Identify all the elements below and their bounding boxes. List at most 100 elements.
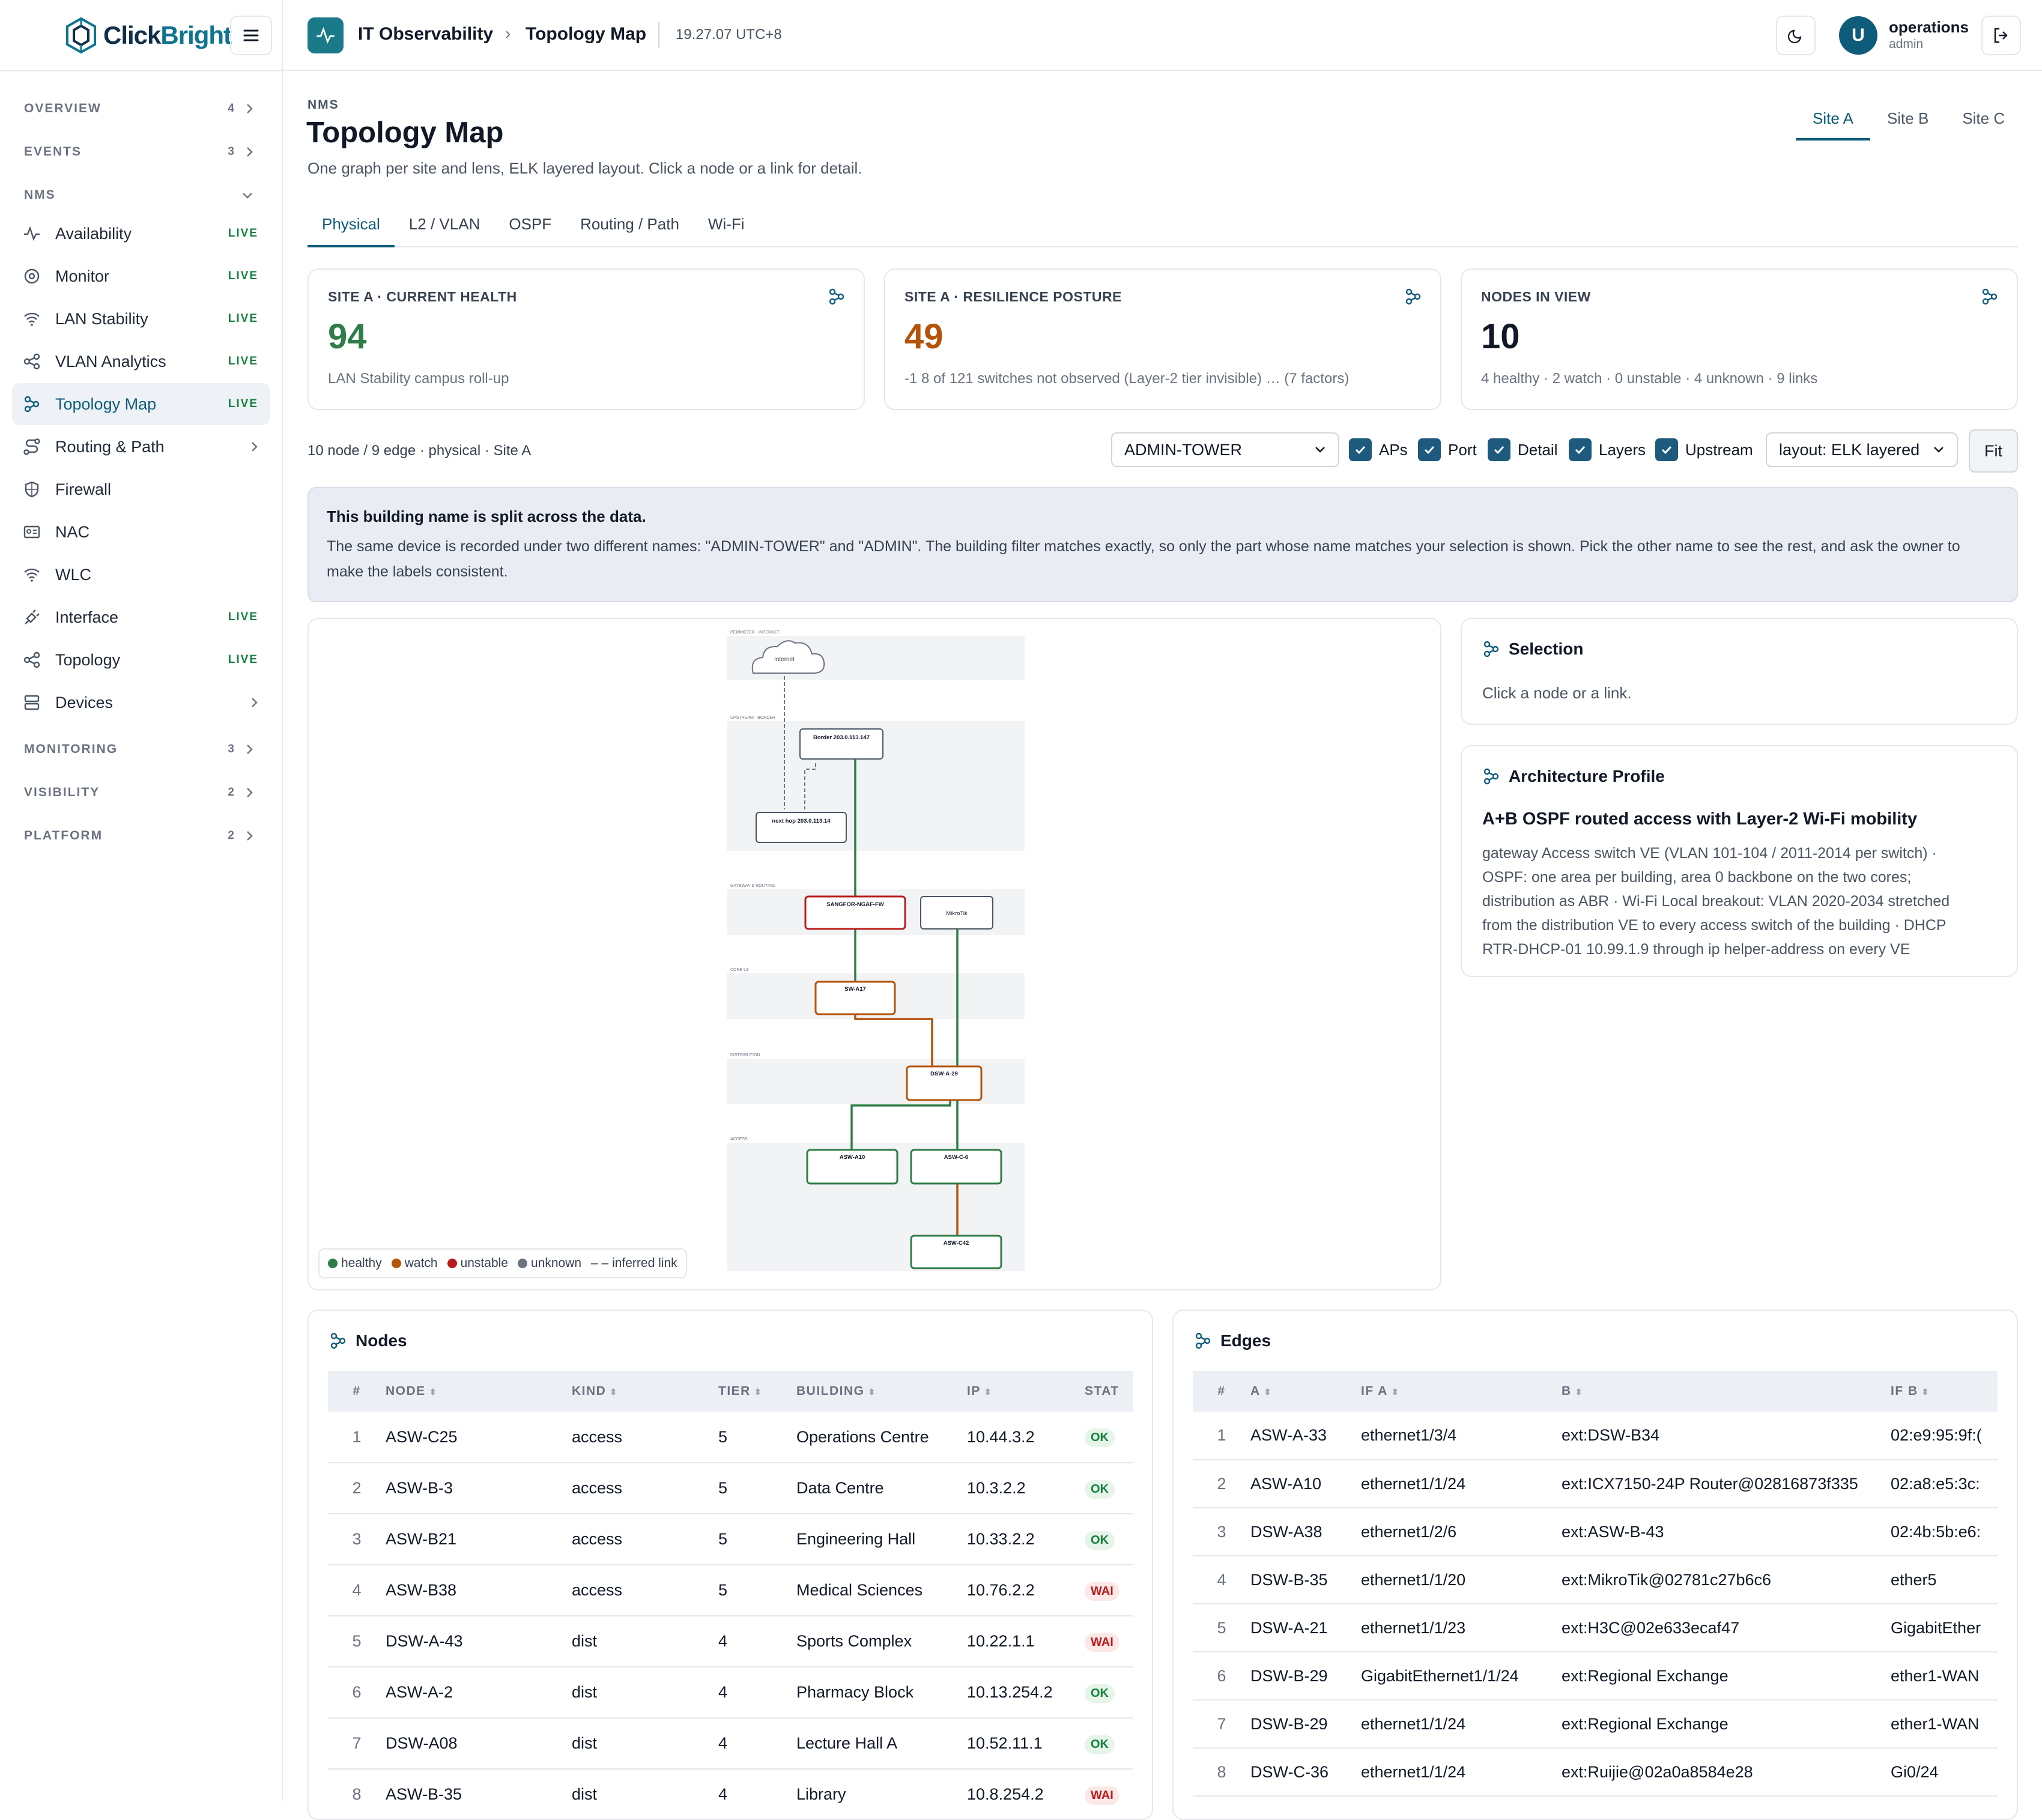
table-cell: ethernet1/2/6 (1361, 1508, 1562, 1556)
sidebar-item-firewall[interactable]: Firewall (12, 468, 270, 510)
table-row[interactable]: 7 DSW-B-29 ethernet1/1/24 ext:Regional Exch… (1193, 1700, 1998, 1749)
nav-section-platform[interactable]: PLATFORM 2 (24, 824, 264, 848)
node-access-3[interactable]: ASW-C42 (910, 1235, 1002, 1269)
link-core-dist[interactable] (854, 1014, 933, 1066)
menu-toggle-button[interactable] (230, 16, 272, 55)
avatar[interactable]: U (1839, 16, 1877, 55)
column-header-if-b[interactable]: IF B ⬍ (1891, 1371, 1998, 1412)
node-firewall[interactable]: SANGFOR-NGAF-FW (804, 895, 906, 930)
checkbox-port[interactable]: Port (1418, 438, 1477, 462)
brand-logo[interactable]: ClickBright (65, 16, 232, 55)
table-row[interactable]: 5 DSW-A-43 dist 4 Sports Complex 10.22.1.1 WAI (328, 1616, 1133, 1667)
topology-graph[interactable]: PERIMETER · INTERNET UPSTREAM · BORDER G… (309, 619, 1441, 1290)
checkbox-layers[interactable]: Layers (1569, 438, 1646, 462)
column-header-kind[interactable]: KIND ⬍ (572, 1371, 718, 1412)
nodes-table-card: Nodes # NODE ⬍ KIND ⬍ TIER ⬍ BUILDING ⬍ IP ⬍ … (308, 1310, 1153, 1820)
nav-section-visibility[interactable]: VISIBILITY 2 (24, 781, 264, 805)
inferred-link[interactable] (804, 763, 816, 809)
table-row[interactable]: 1 ASW-A-33 ethernet1/3/4 ext:DSW-B34 02:e9:9… (1193, 1412, 1998, 1460)
checkbox-label: Upstream (1685, 440, 1753, 459)
node-mikrotik[interactable]: MikroTik (920, 896, 993, 930)
nav-section-overview[interactable]: OVERVIEW 4 (24, 97, 264, 121)
sidebar-item-topology[interactable]: Topology LIVE (12, 639, 270, 681)
sidebar-item-nac[interactable]: NAC (12, 511, 270, 553)
table-row[interactable]: 2 ASW-A10 ethernet1/1/24 ext:ICX7150-24P Ro… (1193, 1460, 1998, 1508)
node-border[interactable]: Border 203.0.113.147 (799, 728, 883, 760)
table-row[interactable]: 4 ASW-B38 access 5 Medical Sciences 10.76.2.2… (328, 1565, 1133, 1616)
table-cell: Sports Complex (796, 1616, 967, 1667)
theme-toggle-button[interactable] (1776, 16, 1816, 55)
tab-ospf[interactable]: OSPF (509, 215, 552, 233)
app-title[interactable]: IT Observability (358, 24, 494, 44)
column-header-node[interactable]: NODE ⬍ (386, 1371, 572, 1412)
sidebar-item-devices[interactable]: Devices (12, 682, 270, 724)
table-cell: access (572, 1565, 718, 1616)
table-row[interactable]: 8 ASW-B-35 dist 4 Library 10.8.254.2 WAI (328, 1769, 1133, 1819)
chevron-right-icon (247, 104, 253, 113)
sidebar-item-lan-stability[interactable]: LAN Stability LIVE (12, 298, 270, 340)
table-row[interactable]: 3 DSW-A38 ethernet1/2/6 ext:ASW-B-43 02:4b:5… (1193, 1508, 1998, 1556)
page-eyebrow: NMS (308, 98, 339, 112)
sidebar-item-wlc[interactable]: WLC (12, 554, 270, 596)
tab-site-b[interactable]: Site B (1886, 109, 1929, 127)
column-header-tier[interactable]: TIER ⬍ (718, 1371, 796, 1412)
node-internet[interactable]: Internet (751, 640, 825, 674)
sidebar-item-interface[interactable]: Interface LIVE (12, 596, 270, 638)
table-row[interactable]: 5 DSW-A-21 ethernet1/1/23 ext:H3C@02e633eca… (1193, 1604, 1998, 1652)
topbar-divider (658, 22, 659, 48)
tab-wifi[interactable]: Wi-Fi (707, 215, 745, 233)
node-next-hop[interactable]: next hop 203.0.113.14 (756, 812, 847, 843)
topology-canvas[interactable]: PERIMETER · INTERNET UPSTREAM · BORDER G… (308, 618, 1441, 1290)
table-row[interactable]: 6 DSW-B-29 GigabitEthernet1/1/24 ext:Region… (1193, 1652, 1998, 1701)
tab-physical[interactable]: Physical (308, 204, 395, 247)
table-row[interactable]: 2 ASW-B-3 access 5 Data Centre 10.3.2.2 OK (328, 1463, 1133, 1514)
checkbox-label: APs (1379, 440, 1408, 459)
table-row[interactable]: 3 ASW-B21 access 5 Engineering Hall 10.33.2.2… (328, 1514, 1133, 1565)
node-access-2[interactable]: ASW-C-6 (910, 1149, 1002, 1185)
server-icon (24, 695, 40, 710)
node-distribution[interactable]: DSW-A-29 (906, 1065, 983, 1101)
column-header-building[interactable]: BUILDING ⬍ (796, 1371, 967, 1412)
links[interactable] (784, 670, 959, 1236)
table-cell: ASW-B38 (386, 1565, 572, 1616)
table-row[interactable]: 1 ASW-C25 access 5 Operations Centre 10.44.3.… (328, 1412, 1133, 1463)
column-header-b[interactable]: B ⬍ (1562, 1371, 1891, 1412)
sidebar-item-topology-map[interactable]: Topology Map LIVE (12, 383, 270, 425)
nav-section-monitoring[interactable]: MONITORING 3 (24, 737, 264, 761)
tab-l2-vlan[interactable]: L2 / VLAN (408, 215, 480, 233)
node-access-1[interactable]: ASW-A10 (806, 1149, 898, 1185)
table-cell: Lecture Hall A (796, 1718, 967, 1770)
nav-section-nms[interactable]: NMS (24, 183, 264, 207)
kpi-label: SITE A · CURRENT HEALTH (328, 289, 517, 304)
table-row[interactable]: 7 DSW-A08 dist 4 Lecture Hall A 10.52.11.1 OK (328, 1718, 1133, 1770)
column-header-a[interactable]: A ⬍ (1250, 1371, 1361, 1412)
table-cell: DSW-B-29 (1250, 1652, 1361, 1701)
link-dist-acc1[interactable] (850, 1100, 951, 1150)
column-header-if-a[interactable]: IF A ⬍ (1361, 1371, 1562, 1412)
building-select[interactable]: ADMIN-TOWER (1111, 432, 1339, 467)
tab-site-c[interactable]: Site C (1962, 109, 2005, 127)
sidebar-item-monitor[interactable]: Monitor LIVE (12, 255, 270, 297)
nav-section-label: EVENTS (24, 145, 82, 159)
table-row[interactable]: 4 DSW-B-35 ethernet1/1/20 ext:MikroTik@0278… (1193, 1556, 1998, 1604)
checkbox-aps[interactable]: APs (1349, 438, 1408, 462)
logout-button[interactable] (1981, 16, 2021, 55)
fit-button[interactable]: Fit (1969, 429, 2018, 473)
nav-section-events[interactable]: EVENTS 3 (24, 140, 264, 164)
node-label: next hop 203.0.113.14 (772, 818, 831, 824)
node-core[interactable]: SW-A17 (814, 981, 896, 1015)
sidebar-item-vlan-analytics[interactable]: VLAN Analytics LIVE (12, 340, 270, 382)
table-cell: ext:DSW-B34 (1562, 1412, 1891, 1460)
checkbox-upstream[interactable]: Upstream (1655, 438, 1753, 462)
table-cell: OK (1085, 1412, 1133, 1463)
column-header-ip[interactable]: IP ⬍ (967, 1371, 1085, 1412)
column-header-status[interactable]: STAT (1085, 1371, 1133, 1412)
layout-select[interactable]: layout: ELK layered (1766, 432, 1958, 467)
sidebar-item-routing-path[interactable]: Routing & Path (12, 426, 270, 468)
table-row[interactable]: 6 ASW-A-2 dist 4 Pharmacy Block 10.13.254.2 OK (328, 1667, 1133, 1719)
tab-routing-path[interactable]: Routing / Path (580, 215, 679, 233)
checkbox-detail[interactable]: Detail (1488, 438, 1557, 462)
sidebar-item-availability[interactable]: Availability LIVE (12, 213, 270, 255)
tab-site-a[interactable]: Site A (1796, 102, 1870, 141)
table-row[interactable]: 8 DSW-C-36 ethernet1/1/24 ext:Ruijie@02a0a8… (1193, 1748, 1998, 1797)
